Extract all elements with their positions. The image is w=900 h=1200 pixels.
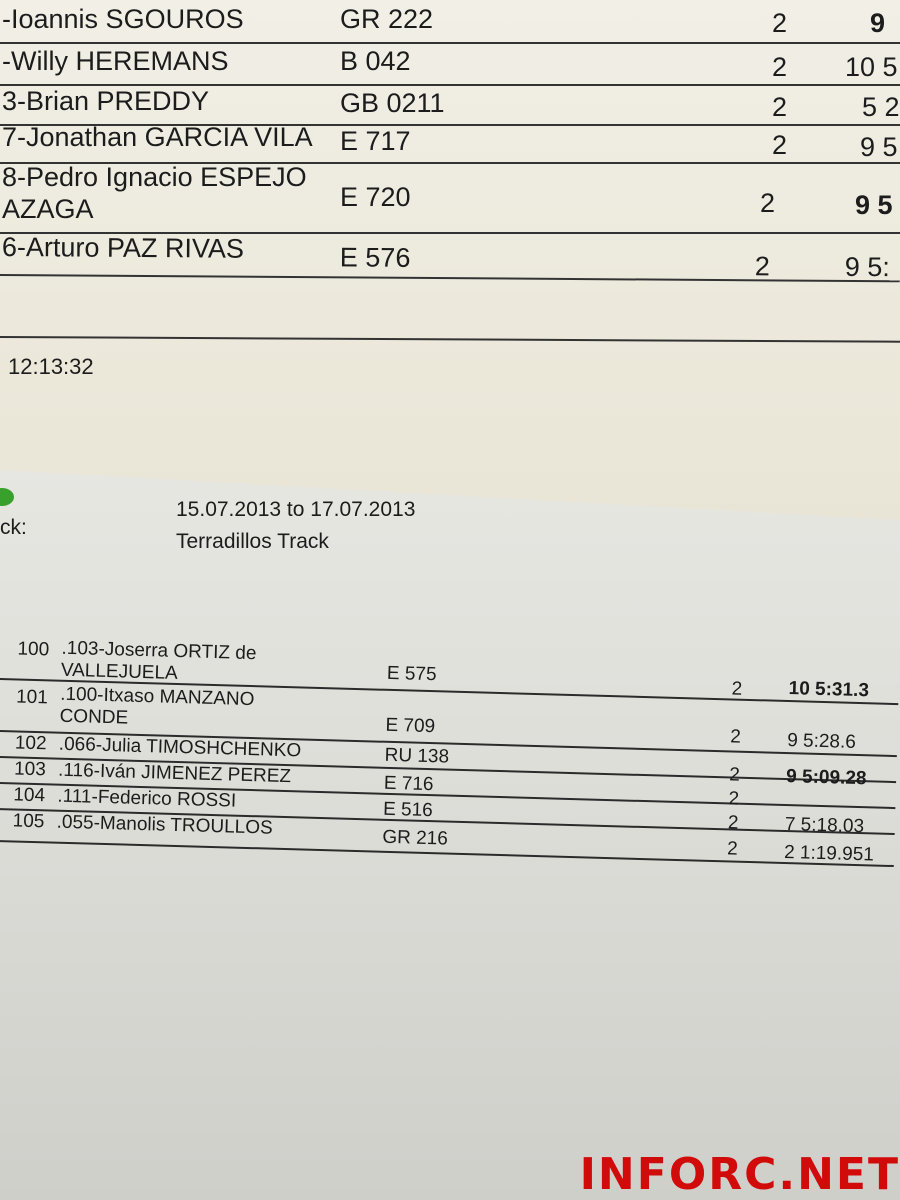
position: 101 [15, 686, 49, 709]
result-row: 7-Jonathan GARCIA VILA E 717 2 9 5 [0, 122, 900, 164]
position: 105 [12, 810, 45, 833]
result: 2 1:19.951 [783, 841, 875, 866]
result: 9 5:28.6 [786, 730, 857, 753]
driver-name: .111-Federico ROSSI [57, 785, 237, 812]
nat-number: E 716 [383, 772, 434, 796]
print-time: 12:13:32 [8, 354, 94, 379]
nat-number: E 709 [385, 714, 436, 738]
nat-number: B 042 [340, 46, 411, 76]
track-name: Terradillos Track [176, 530, 329, 553]
nat-number: E 576 [339, 242, 411, 273]
green-logo-fragment [0, 488, 14, 506]
qualifier: 2 [760, 188, 776, 218]
driver-name-continued: AZAGA [2, 194, 94, 224]
driver-name: -Ioannis SGOUROS [2, 4, 244, 34]
result: 9 5: [844, 251, 890, 283]
qualifier: 2 [772, 92, 788, 122]
result: 5 2 [862, 92, 900, 122]
result-row: 3-Brian PREDDY GB 0211 2 5 2 [0, 86, 900, 126]
position: 102 [14, 732, 47, 755]
driver-name: 7-Jonathan GARCIA VILA [2, 122, 313, 152]
result-row: -Willy HEREMANS B 042 2 10 5 [0, 44, 900, 86]
result: 9 [870, 8, 886, 38]
driver-name: 3-Brian PREDDY [2, 86, 210, 116]
position: 103 [13, 758, 47, 781]
result-row: 8-Pedro Ignacio ESPEJO AZAGA E 720 2 9 5 [0, 162, 900, 234]
divider [0, 336, 900, 343]
driver-name-continued: CONDE [59, 705, 129, 729]
nat-number: GR 216 [382, 826, 449, 850]
nat-number: E 575 [386, 662, 437, 686]
qualifier: 2 [772, 8, 788, 38]
result-row: 6-Arturo PAZ RIVAS E 576 2 9 5: [0, 232, 900, 283]
result: 9 5 [860, 132, 898, 162]
driver-name: .055-Manolis TROULLOS [56, 811, 273, 839]
result: 9 5 [855, 190, 893, 220]
position: 104 [13, 784, 46, 807]
qualifier: 2 [754, 251, 770, 282]
track-label: ck: [0, 516, 27, 539]
position: 100 [17, 638, 50, 661]
nat-number: E 717 [340, 126, 411, 156]
result: 10 5:31.3 [788, 678, 870, 702]
result: 10 5 [845, 52, 898, 82]
qualifier: 2 [726, 838, 739, 860]
nat-number: RU 138 [384, 744, 450, 768]
nat-number: GR 222 [340, 4, 434, 34]
event-dates: 15.07.2013 to 17.07.2013 [176, 498, 416, 521]
inforc-watermark-logo: INFORC.NET [579, 1149, 900, 1200]
qualifier: 2 [731, 678, 743, 700]
driver-name: -Willy HEREMANS [2, 46, 229, 76]
result-row: -Ioannis SGOUROS GR 222 2 9 [0, 0, 900, 44]
driver-name-continued: VALLEJUELA [60, 659, 179, 684]
nat-number: GB 0211 [340, 88, 445, 118]
qualifier: 2 [772, 130, 788, 160]
driver-name: 8-Pedro Ignacio ESPEJO [2, 162, 307, 192]
results-table: 100 .103-Joserra ORTIZ de VALLEJUELA E 5… [0, 630, 900, 868]
qualifier: 2 [772, 52, 788, 82]
qualifier: 2 [730, 726, 742, 748]
driver-name: 6-Arturo PAZ RIVAS [1, 232, 245, 264]
bottom-results-sheet [0, 460, 900, 1200]
top-results-sheet: -Ioannis SGOUROS GR 222 2 9 -Willy HEREM… [0, 0, 900, 520]
nat-number: E 516 [382, 798, 434, 822]
nat-number: E 720 [340, 182, 411, 212]
